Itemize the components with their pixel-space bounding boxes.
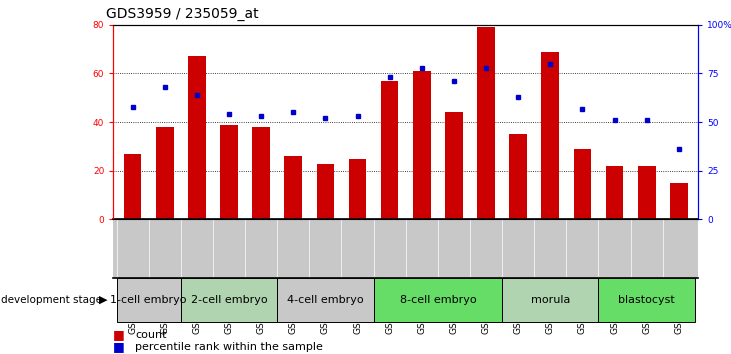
- Text: ▶: ▶: [99, 295, 107, 305]
- Bar: [188, 56, 205, 219]
- Bar: [116, 278, 181, 322]
- Bar: [670, 183, 688, 219]
- Text: morula: morula: [531, 295, 570, 305]
- Bar: [599, 278, 695, 322]
- Bar: [638, 166, 656, 219]
- Bar: [277, 278, 374, 322]
- Bar: [413, 71, 431, 219]
- Text: count: count: [135, 330, 167, 339]
- Bar: [477, 27, 495, 219]
- Text: 4-cell embryo: 4-cell embryo: [287, 295, 364, 305]
- Bar: [156, 127, 173, 219]
- Bar: [374, 278, 502, 322]
- Bar: [349, 159, 366, 219]
- Bar: [574, 149, 591, 219]
- Bar: [124, 154, 141, 219]
- Text: ■: ■: [113, 341, 125, 353]
- Text: GDS3959 / 235059_at: GDS3959 / 235059_at: [106, 7, 259, 21]
- Text: ■: ■: [113, 328, 125, 341]
- Bar: [252, 127, 270, 219]
- Text: blastocyst: blastocyst: [618, 295, 675, 305]
- Text: 2-cell embryo: 2-cell embryo: [191, 295, 268, 305]
- Bar: [606, 166, 624, 219]
- Bar: [220, 125, 238, 219]
- Bar: [510, 134, 527, 219]
- Bar: [542, 52, 559, 219]
- Bar: [502, 278, 599, 322]
- Bar: [445, 113, 463, 219]
- Bar: [381, 81, 398, 219]
- Text: 1-cell embryo: 1-cell embryo: [110, 295, 187, 305]
- Text: development stage: development stage: [1, 295, 102, 305]
- Bar: [284, 156, 302, 219]
- Text: percentile rank within the sample: percentile rank within the sample: [135, 342, 323, 352]
- Text: 8-cell embryo: 8-cell embryo: [400, 295, 476, 305]
- Bar: [181, 278, 277, 322]
- Bar: [317, 164, 334, 219]
